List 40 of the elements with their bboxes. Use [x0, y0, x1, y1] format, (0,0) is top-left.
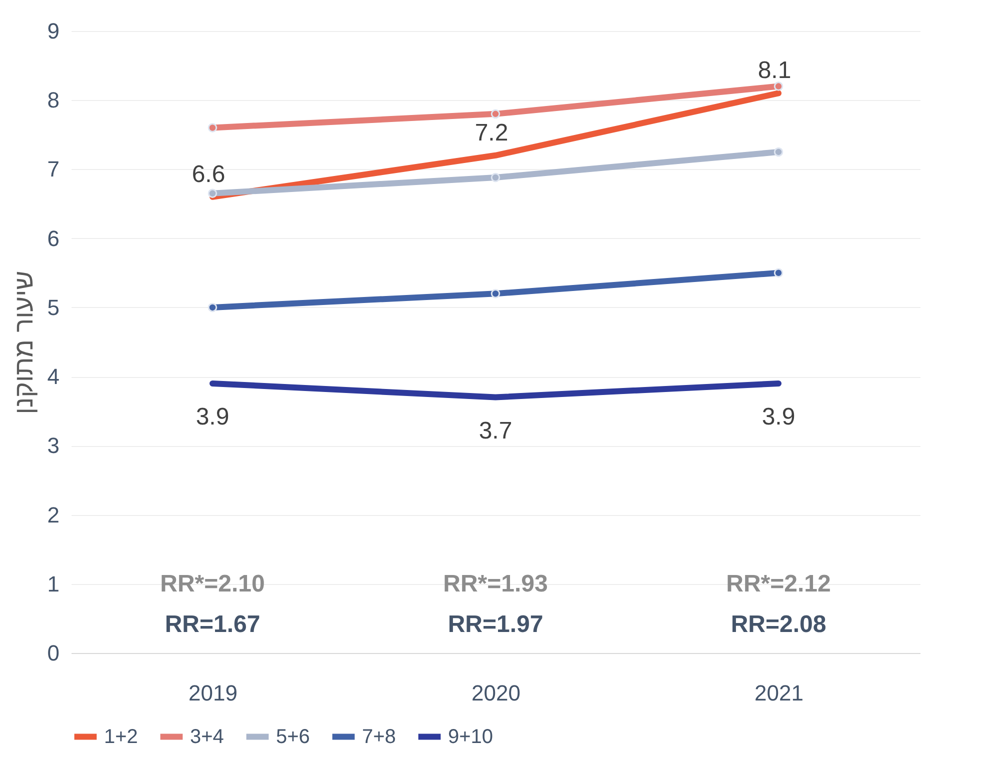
annotation: RR*=2.10 — [160, 570, 265, 598]
y-tick-label: 6 — [47, 226, 60, 251]
legend-label: 3+4 — [190, 726, 224, 748]
y-tick-label: 5 — [47, 294, 60, 320]
point — [490, 289, 500, 298]
y-tick-label: 9 — [47, 18, 60, 44]
y-tick-label: 7 — [47, 156, 60, 182]
point — [208, 302, 218, 312]
data-label: 7.2 — [474, 119, 508, 146]
annotation: RR*=2.12 — [726, 570, 831, 598]
x-tick-label: 2019 — [188, 680, 238, 706]
point — [490, 109, 500, 119]
y-tick-label: 3 — [47, 433, 60, 458]
data-label: 6.6 — [192, 160, 226, 188]
y-axis-title: שיעור מתוקנן — [8, 270, 38, 414]
point — [774, 147, 784, 157]
y-tick-label: 4 — [47, 364, 60, 390]
data-label: 8.1 — [758, 57, 792, 84]
annotation: RR*=1.93 — [443, 570, 548, 598]
annotation: RR=1.67 — [164, 611, 260, 638]
legend-label: 5+6 — [276, 726, 310, 748]
point — [208, 188, 218, 198]
point — [774, 268, 784, 278]
legend-label: 9+10 — [448, 726, 494, 748]
annotation: RR=2.08 — [730, 611, 826, 638]
legend-label: 1+2 — [104, 726, 138, 748]
legend-label: 7+8 — [362, 726, 396, 748]
data-label: 3.7 — [478, 417, 512, 444]
y-tick-label: 2 — [47, 502, 60, 528]
x-tick-label: 2021 — [754, 680, 804, 706]
x-tick-label: 2020 — [472, 680, 520, 706]
annotation: RR=1.97 — [448, 611, 544, 638]
data-label: 3.9 — [196, 403, 230, 430]
y-tick-label: 0 — [47, 640, 60, 666]
point — [774, 82, 784, 91]
y-tick-label: 1 — [47, 571, 60, 596]
point — [490, 172, 500, 182]
y-tick-label: 8 — [47, 88, 60, 113]
data-label: 3.9 — [762, 403, 796, 430]
point — [208, 123, 218, 132]
